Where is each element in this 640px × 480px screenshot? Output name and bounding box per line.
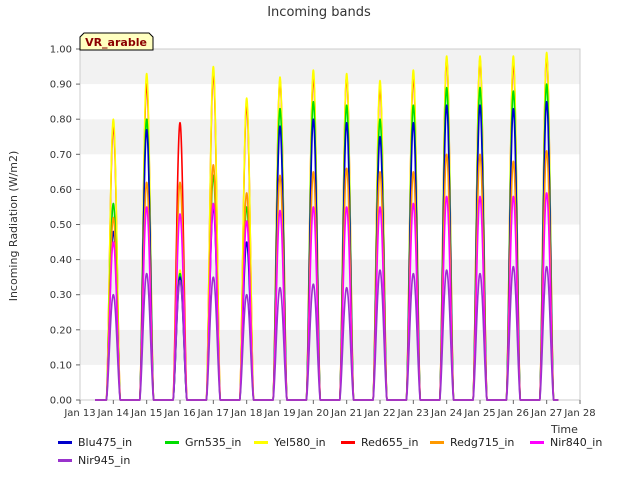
legend-swatch (58, 440, 72, 444)
x-tick-label: Jan 23 (397, 408, 429, 419)
x-tick-label: Jan 21 (330, 408, 362, 419)
x-tick-label: Jan 19 (263, 408, 295, 419)
x-tick-label: Jan 26 (497, 408, 529, 419)
y-tick-label: 0.70 (50, 150, 72, 161)
legend-label: Nir840_in (550, 436, 603, 449)
legend-label: Blu475_in (78, 436, 133, 449)
x-tick-label: Jan 18 (230, 408, 262, 419)
x-tick-label: Jan 15 (130, 408, 162, 419)
grid-band (80, 49, 580, 85)
x-axis-label: Time (550, 423, 578, 436)
grid-band (80, 84, 580, 120)
y-ticks: 0.00 0.10 0.20 0.30 0.40 0.50 0.60 0.70 0.80 0.90… (50, 45, 80, 407)
legend-item: Nir840_in (530, 436, 602, 450)
x-tick-label: Jan 28 (563, 408, 595, 419)
y-tick-label: 1.00 (50, 45, 72, 56)
legend-label: Grn535_in (185, 436, 242, 449)
x-tick-label: Jan 20 (297, 408, 329, 419)
legend-swatch (58, 458, 72, 462)
y-tick-label: 0.00 (50, 396, 72, 407)
grid-band (80, 119, 580, 155)
y-tick-label: 0.20 (50, 325, 72, 336)
legend-swatch (254, 440, 268, 444)
x-tick-label: Jan 22 (363, 408, 395, 419)
annotation-badge: VR_arable (79, 32, 154, 51)
legend-item: Blu475_in (58, 436, 132, 450)
x-tick-label: Jan 14 (97, 408, 129, 419)
series-layer (94, 51, 559, 401)
y-tick-label: 0.60 (50, 185, 72, 196)
x-ticks: Jan 13 Jan 14 Jan 15 Jan 16 Jan 17 Jan 18 Jan … (63, 400, 596, 419)
y-tick-label: 0.30 (50, 290, 72, 301)
legend-item: Yel580_in (254, 436, 326, 450)
grid-band (80, 259, 580, 295)
legend-swatch (530, 440, 544, 444)
grid-band (80, 294, 580, 330)
y-tick-label: 0.80 (50, 115, 72, 126)
y-tick-label: 0.10 (50, 360, 72, 371)
legend-item: Red655_in (341, 436, 418, 450)
legend-label: Redg715_in (450, 436, 515, 449)
legend-item: Redg715_in (430, 436, 514, 450)
legend-label: Red655_in (361, 436, 419, 449)
legend-swatch (341, 440, 355, 444)
grid-bands (80, 49, 580, 400)
legend-label: Yel580_in (274, 436, 326, 449)
x-tick-label: Jan 16 (163, 408, 195, 419)
legend-swatch (430, 440, 444, 444)
x-tick-label: Jan 27 (530, 408, 562, 419)
x-tick-label: Jan 25 (463, 408, 495, 419)
legend-swatch (165, 440, 179, 444)
series-line-nir945_in (94, 265, 559, 401)
y-tick-label: 0.40 (50, 255, 72, 266)
annotation-text: VR_arable (85, 36, 147, 49)
grid-band (80, 364, 580, 400)
y-tick-label: 0.90 (50, 80, 72, 91)
y-axis-label: Incoming Radiation (W/m2) (7, 151, 20, 302)
grid-band (80, 189, 580, 225)
chart-title: Incoming bands (267, 5, 371, 20)
x-tick-label: Jan 24 (430, 408, 462, 419)
y-tick-label: 0.50 (50, 220, 72, 231)
grid-band (80, 154, 580, 190)
legend-label: Nir945_in (78, 454, 131, 467)
x-tick-label: Jan 13 (63, 408, 95, 419)
legend-item: Grn535_in (165, 436, 241, 450)
x-tick-label: Jan 17 (197, 408, 229, 419)
legend-item: Nir945_in (58, 454, 130, 468)
grid-band (80, 224, 580, 260)
grid-band (80, 329, 580, 365)
